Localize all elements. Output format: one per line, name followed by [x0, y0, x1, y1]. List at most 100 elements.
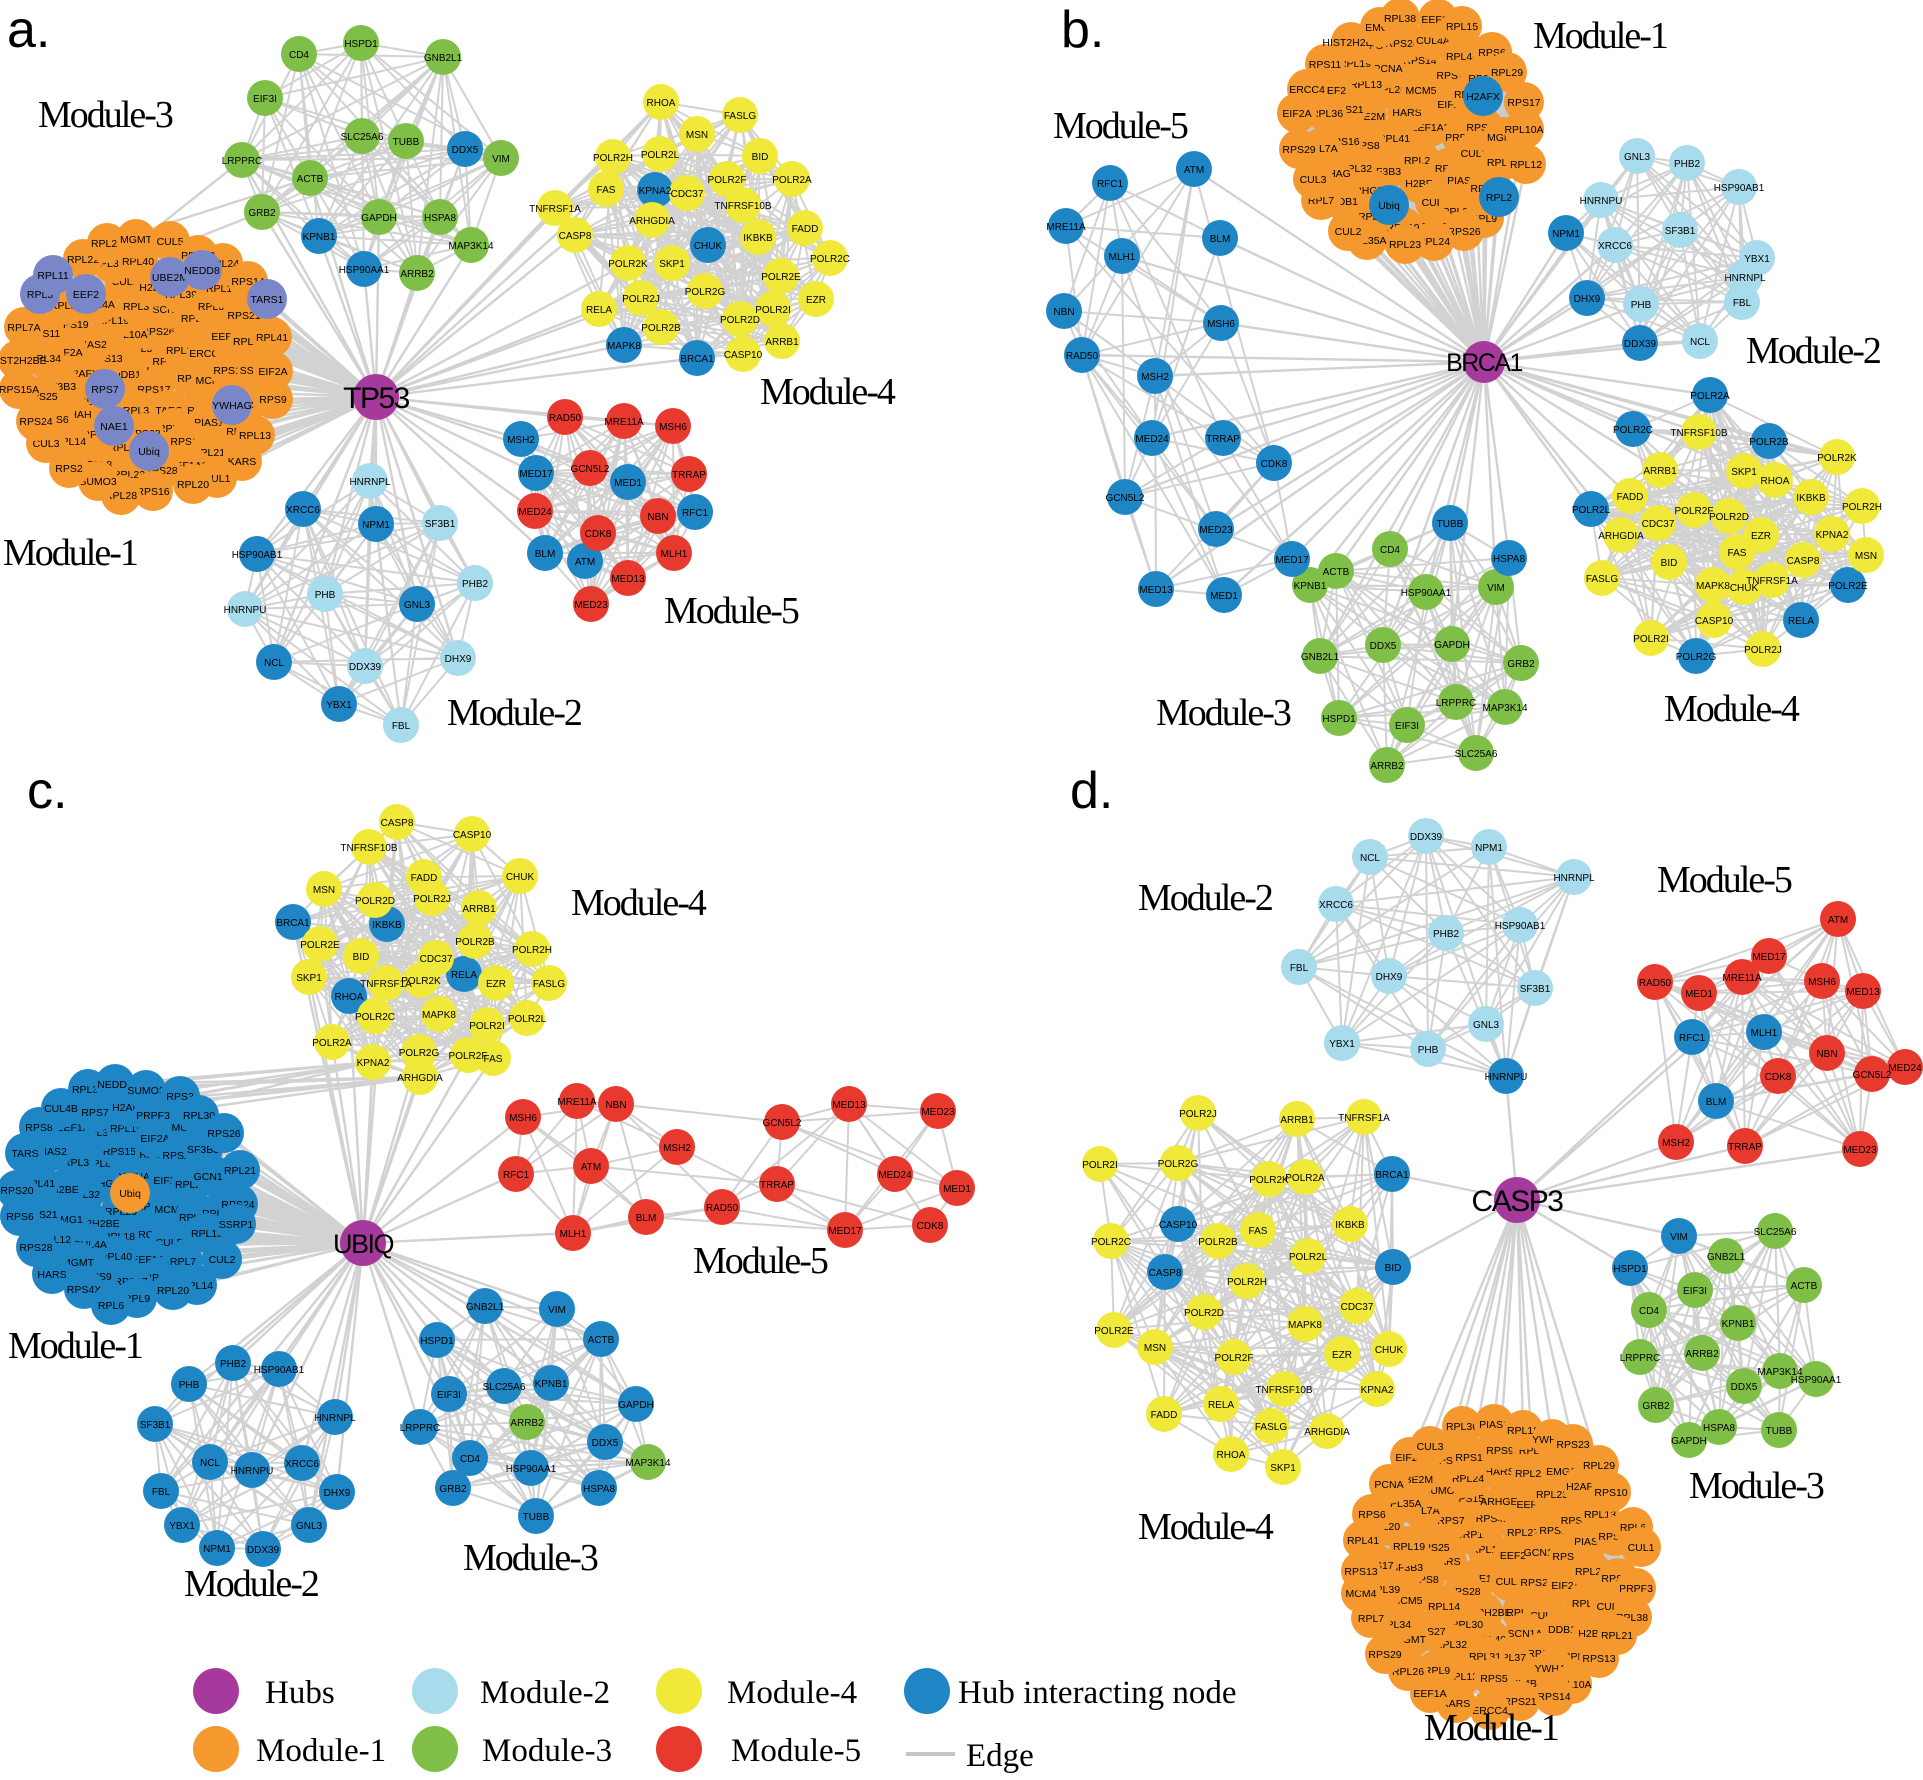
svg-text:GAPDH: GAPDH [618, 1400, 654, 1411]
svg-text:POLR2L: POLR2L [641, 150, 680, 161]
svg-text:TNFRSF10B: TNFRSF10B [340, 843, 398, 854]
svg-text:UBIQ: UBIQ [333, 1229, 394, 1259]
svg-text:SSRP1: SSRP1 [219, 1219, 254, 1231]
svg-text:MED24: MED24 [1135, 434, 1169, 445]
svg-text:TNFRSF1A: TNFRSF1A [1338, 1113, 1390, 1124]
svg-text:FADD: FADD [411, 873, 438, 884]
svg-text:UBE2M: UBE2M [152, 272, 188, 284]
svg-text:GAPDH: GAPDH [1434, 640, 1470, 651]
svg-text:Hub interacting node: Hub interacting node [958, 1675, 1237, 1711]
svg-text:POLR2G: POLR2G [685, 287, 726, 298]
svg-text:MCM5: MCM5 [1406, 85, 1437, 97]
svg-text:GNL3: GNL3 [296, 1521, 323, 1532]
svg-text:RPL41: RPL41 [1347, 1535, 1379, 1547]
svg-text:MSN: MSN [1855, 551, 1877, 562]
svg-text:DDX5: DDX5 [452, 145, 479, 156]
svg-text:RPS15A: RPS15A [103, 1146, 143, 1158]
svg-text:MED1: MED1 [943, 1184, 971, 1195]
svg-text:CASP8: CASP8 [559, 231, 592, 242]
svg-text:POLR2L: POLR2L [1572, 505, 1611, 516]
svg-text:MAP3K14: MAP3K14 [625, 1458, 670, 1469]
svg-text:Module-4: Module-4 [1664, 688, 1800, 730]
svg-text:KPNA2: KPNA2 [639, 186, 672, 197]
svg-text:DDX39: DDX39 [1624, 339, 1657, 350]
svg-text:VIM: VIM [492, 154, 510, 165]
svg-text:EEF2: EEF2 [1500, 1550, 1526, 1562]
svg-text:VIM: VIM [1487, 583, 1505, 594]
svg-text:HARS: HARS [1392, 107, 1421, 119]
svg-text:MLH1: MLH1 [1109, 252, 1136, 263]
svg-text:RHOA: RHOA [1761, 476, 1790, 487]
svg-text:XRCC6: XRCC6 [1598, 241, 1632, 252]
svg-text:NCL: NCL [200, 1458, 220, 1469]
svg-text:POLR2K: POLR2K [1249, 1175, 1289, 1186]
svg-text:PHB2: PHB2 [220, 1359, 247, 1370]
svg-text:VIM: VIM [548, 1305, 566, 1316]
svg-text:EIF2A: EIF2A [140, 1133, 169, 1145]
svg-text:MLH1: MLH1 [560, 1229, 587, 1240]
svg-text:PIAS1: PIAS1 [194, 417, 224, 429]
svg-text:NPM1: NPM1 [1475, 843, 1503, 854]
svg-text:CUL4B: CUL4B [44, 1103, 78, 1115]
svg-text:CDK8: CDK8 [1765, 1072, 1792, 1083]
svg-text:SKP1: SKP1 [1731, 467, 1757, 478]
svg-text:KPNB1: KPNB1 [535, 1379, 568, 1390]
svg-text:Module-4: Module-4 [571, 882, 707, 924]
svg-text:MLH1: MLH1 [1751, 1028, 1778, 1039]
svg-text:RFC1: RFC1 [1097, 179, 1124, 190]
svg-text:HSP90AB1: HSP90AB1 [1714, 183, 1765, 194]
svg-text:RPL13: RPL13 [239, 430, 271, 442]
svg-text:Module-5: Module-5 [1053, 105, 1188, 147]
svg-text:NCL: NCL [264, 658, 284, 669]
svg-text:BLM: BLM [1210, 234, 1231, 245]
svg-text:HNRNPL: HNRNPL [1553, 873, 1595, 884]
svg-text:FAS: FAS [1249, 1226, 1268, 1237]
svg-text:POLR2J: POLR2J [1179, 1109, 1217, 1120]
svg-text:HSP90AA1: HSP90AA1 [339, 265, 390, 276]
svg-text:SF3B1: SF3B1 [140, 1420, 171, 1431]
svg-text:Module-3: Module-3 [482, 1733, 612, 1769]
svg-text:CASP10: CASP10 [1695, 616, 1734, 627]
svg-text:TNFRSF1A: TNFRSF1A [360, 979, 412, 990]
svg-text:FASLG: FASLG [1586, 574, 1618, 585]
svg-text:CDK8: CDK8 [1261, 459, 1288, 470]
svg-text:IKBKB: IKBKB [1335, 1220, 1365, 1231]
svg-text:MED13: MED13 [611, 574, 645, 585]
svg-text:EEF2: EEF2 [73, 289, 99, 301]
svg-text:POLR2J: POLR2J [622, 294, 660, 305]
svg-text:CASP8: CASP8 [1787, 556, 1820, 567]
svg-text:FBL: FBL [152, 1487, 171, 1498]
svg-text:RFC1: RFC1 [682, 508, 709, 519]
svg-text:MSH6: MSH6 [509, 1113, 537, 1124]
svg-text:CUL3: CUL3 [1417, 1441, 1444, 1453]
svg-text:POLR2D: POLR2D [1184, 1308, 1224, 1319]
svg-text:RPL11: RPL11 [37, 270, 68, 282]
svg-text:CUL2: CUL2 [1335, 226, 1362, 238]
svg-text:HNRNPL: HNRNPL [349, 477, 391, 488]
svg-text:RPS26: RPS26 [207, 1128, 240, 1140]
svg-text:Module-5: Module-5 [693, 1240, 828, 1282]
svg-text:H2AFX: H2AFX [1466, 91, 1500, 103]
svg-text:SUMO3: SUMO3 [79, 476, 117, 488]
svg-text:MED24: MED24 [518, 507, 552, 518]
svg-text:POLR2A: POLR2A [1285, 1173, 1325, 1184]
svg-text:RPL12: RPL12 [1510, 159, 1542, 171]
svg-text:b.: b. [1061, 1, 1104, 59]
svg-text:FAS: FAS [597, 185, 616, 196]
svg-text:SF3B1: SF3B1 [1520, 984, 1551, 995]
svg-text:RPL36: RPL36 [1311, 108, 1343, 120]
svg-text:RAD50: RAD50 [1639, 978, 1672, 989]
svg-text:POLR2D: POLR2D [720, 315, 760, 326]
svg-text:Module-2: Module-2 [1138, 877, 1272, 919]
svg-text:EIF3I: EIF3I [253, 94, 277, 105]
svg-text:CHUK: CHUK [1730, 583, 1759, 594]
svg-text:RPL14: RPL14 [1428, 1601, 1460, 1613]
svg-text:IKBKB: IKBKB [372, 920, 402, 931]
svg-text:HSP90AA1: HSP90AA1 [1401, 588, 1452, 599]
svg-text:CUL2: CUL2 [1496, 1576, 1523, 1588]
svg-text:HNRNPU: HNRNPU [1485, 1072, 1528, 1083]
svg-text:POLR2B: POLR2B [1198, 1237, 1238, 1248]
svg-text:Module-2: Module-2 [447, 692, 581, 734]
svg-text:RPL23: RPL23 [1536, 1489, 1568, 1501]
svg-text:CDC37: CDC37 [420, 954, 453, 965]
